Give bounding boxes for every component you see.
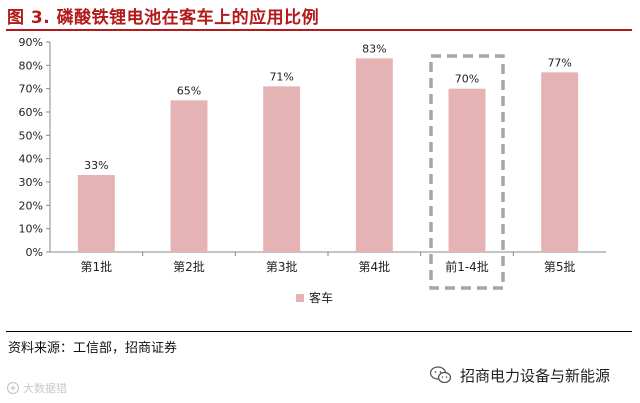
- y-tick-label: 50%: [19, 129, 43, 142]
- legend-swatch: [296, 294, 304, 302]
- bar: [541, 72, 579, 252]
- figure-title: 图 3. 磷酸铁锂电池在客车上的应用比例: [7, 8, 320, 28]
- brand-name: 招商电力设备与新能源: [460, 366, 611, 385]
- y-tick-label: 10%: [19, 223, 43, 236]
- y-tick-label: 40%: [19, 153, 43, 166]
- watermark-text: 大数据猎: [23, 382, 67, 395]
- y-tick-label: 80%: [19, 59, 43, 72]
- bar: [263, 86, 301, 252]
- data-label: 70%: [455, 73, 479, 86]
- category-label: 第2批: [173, 259, 205, 274]
- category-label: 前1-4批: [445, 259, 489, 274]
- y-tick-label: 20%: [19, 199, 43, 212]
- data-label: 77%: [547, 56, 571, 69]
- brand-account[interactable]: 招商电力设备与新能源: [430, 362, 610, 388]
- category-label: 第3批: [266, 259, 298, 274]
- y-tick-label: 60%: [19, 106, 43, 119]
- data-label: 71%: [269, 70, 293, 83]
- bar: [448, 88, 486, 252]
- watermark: 大数据猎: [6, 380, 67, 396]
- title-divider: [6, 29, 632, 31]
- legend-label: 客车: [309, 290, 333, 305]
- data-label: 83%: [362, 42, 386, 55]
- bar: [355, 58, 393, 252]
- source-divider: [6, 331, 632, 332]
- source-note: 资料来源：工信部，招商证券: [8, 341, 178, 356]
- category-label: 第5批: [544, 259, 576, 274]
- bar: [170, 100, 208, 252]
- bar: [77, 175, 115, 252]
- bar-chart: 0% 10% 20% 30% 40% 50% 60% 70% 80% 90% 33% 第1批 65% 第2…: [19, 36, 606, 305]
- y-tick-label: 70%: [19, 83, 43, 96]
- data-label: 65%: [177, 84, 201, 97]
- watermark-icon: [6, 381, 20, 395]
- wechat-icon: [430, 366, 452, 384]
- y-tick-label: 90%: [19, 36, 43, 49]
- y-tick-label: 30%: [19, 176, 43, 189]
- data-label: 33%: [84, 159, 108, 172]
- category-label: 第1批: [81, 259, 113, 274]
- y-tick-label: 0%: [26, 246, 43, 259]
- highlight-dashed-box: [429, 54, 505, 290]
- category-label: 第4批: [359, 259, 391, 274]
